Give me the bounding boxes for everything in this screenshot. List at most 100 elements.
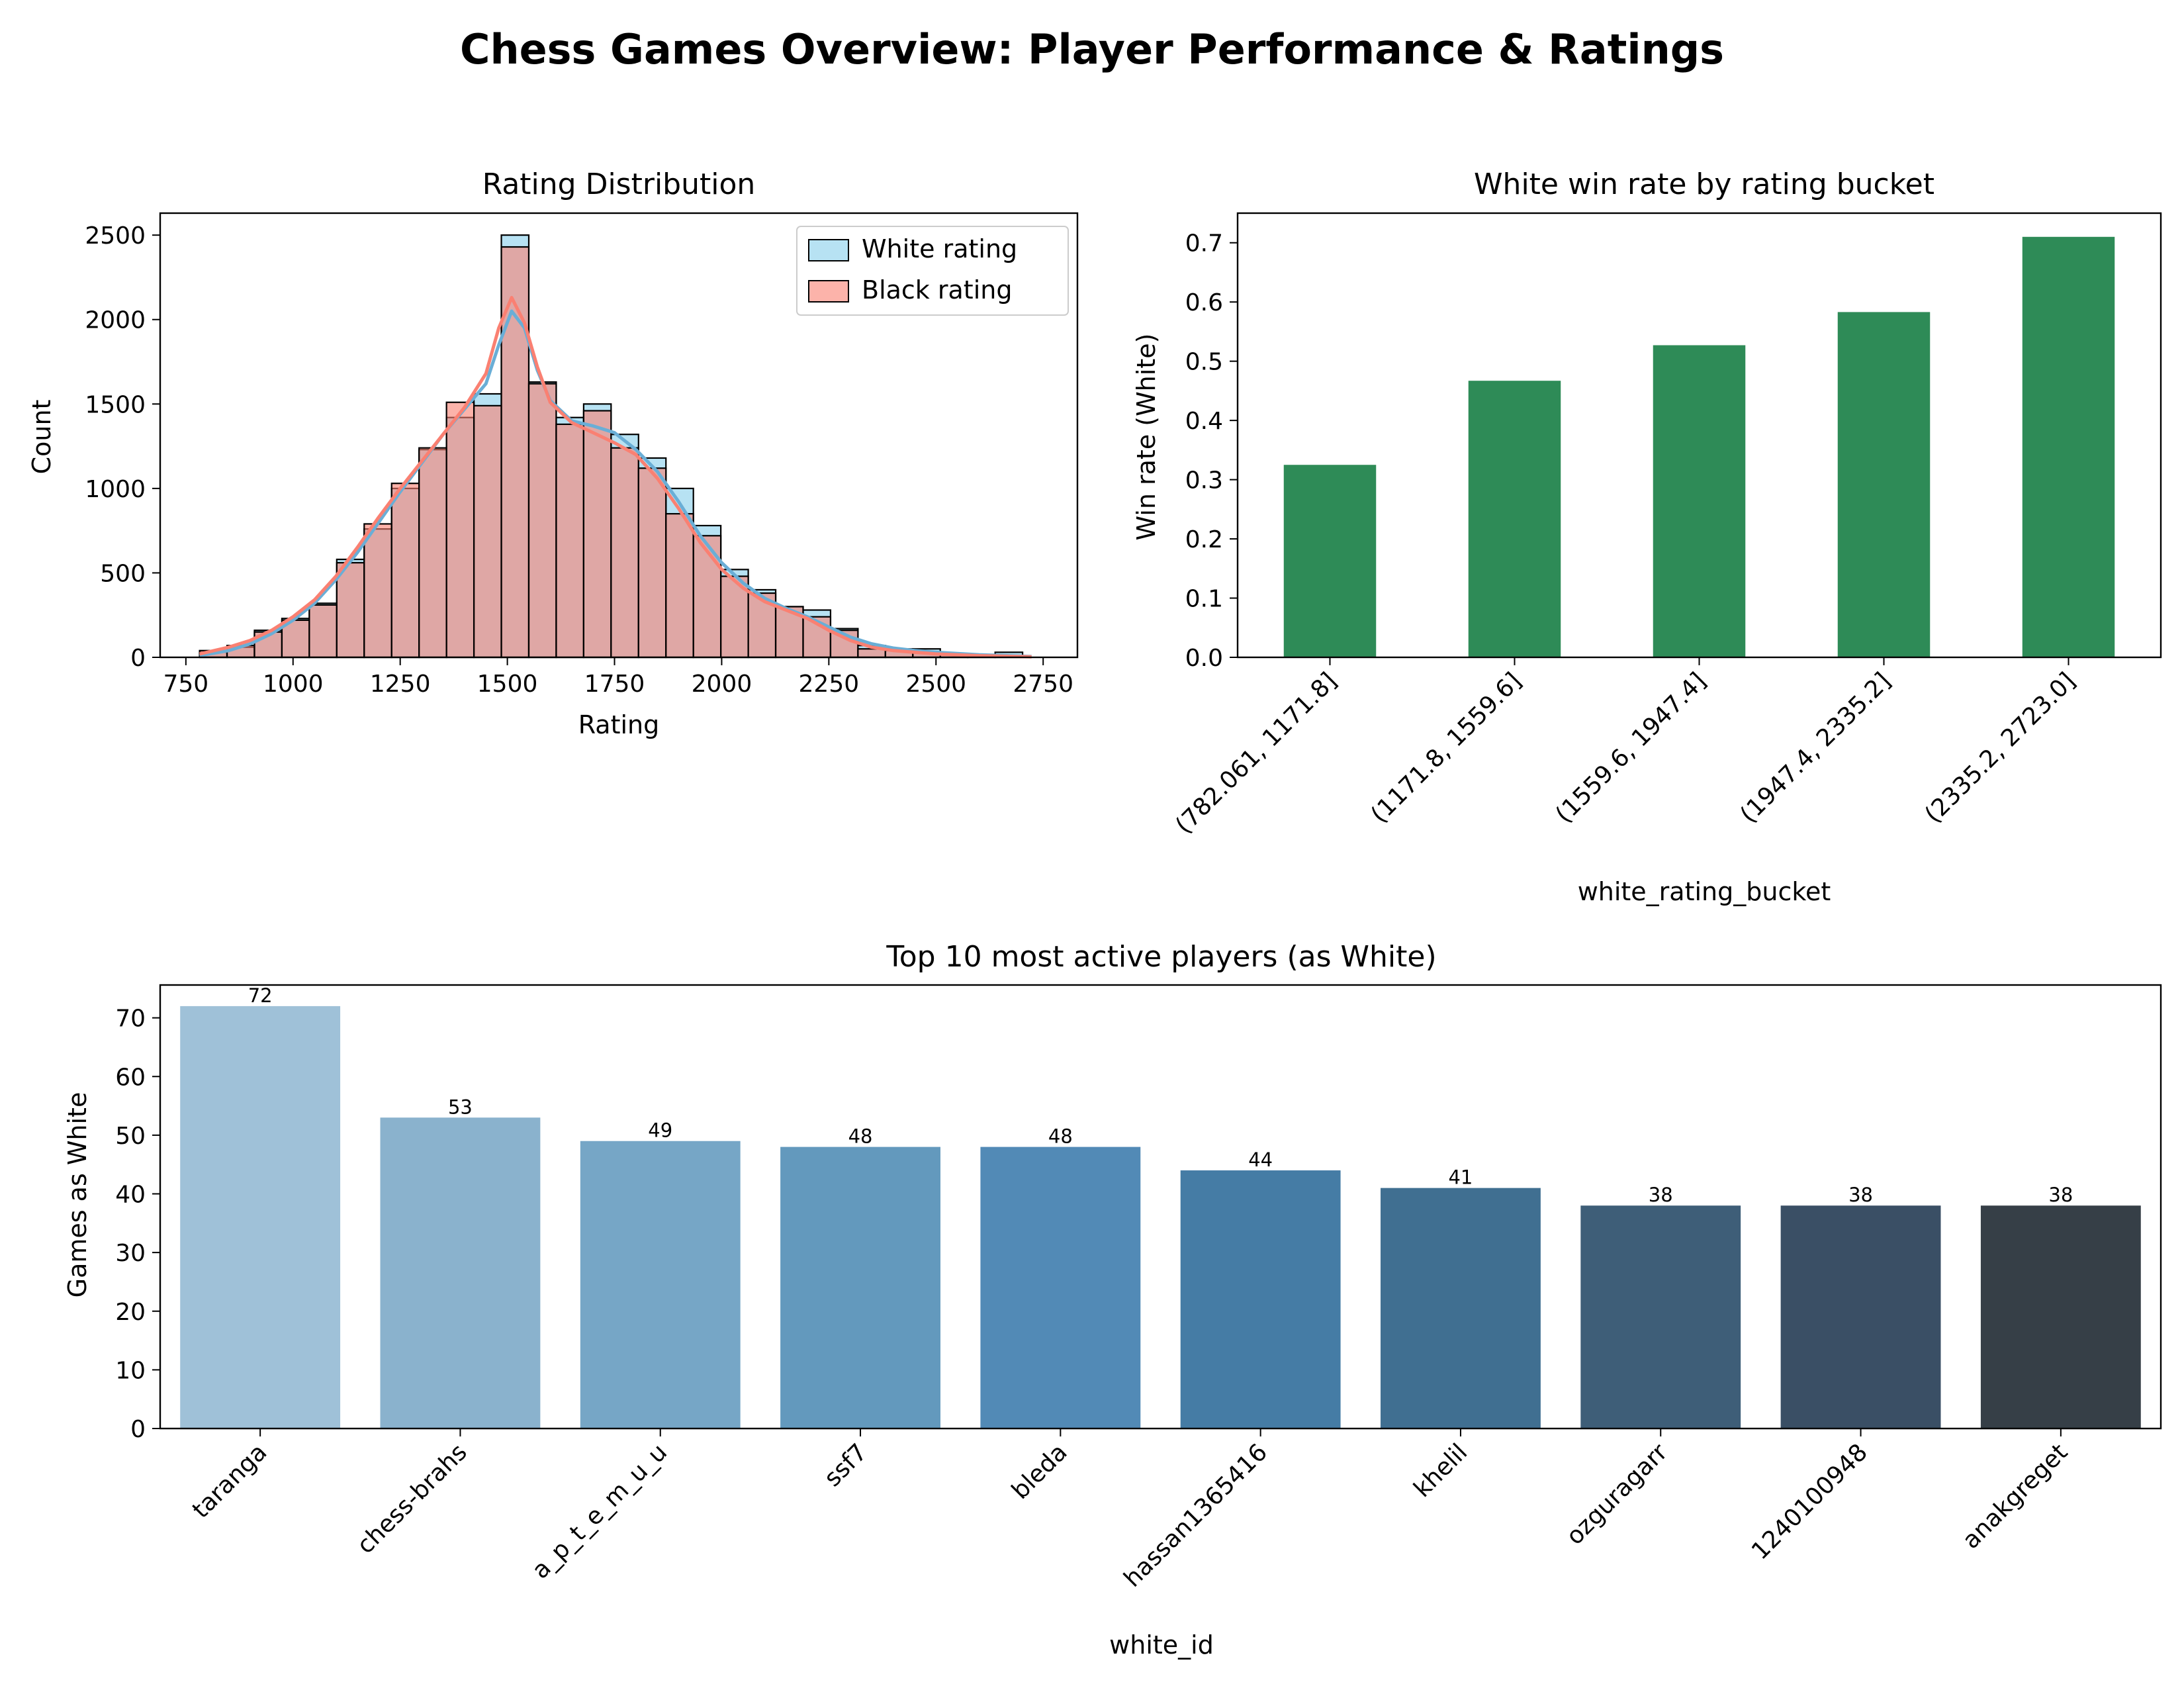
win-rate-bar	[1283, 465, 1377, 657]
x-tick-label: 2500	[905, 671, 966, 698]
x-tick-label: 1250	[370, 671, 431, 698]
win-rate-bar	[2022, 236, 2115, 658]
black-rating-bar	[473, 404, 502, 659]
legend-swatch-black	[808, 280, 849, 303]
rating-bucket-tick-label: (2335.2, 2723.0]	[1920, 667, 2081, 828]
y-tick-label: 1500	[85, 391, 146, 418]
rating-bucket-tick-label: (1171.8, 1559.6]	[1366, 667, 1527, 828]
rating-kde-curves	[199, 296, 1032, 659]
win-rate-bar	[1837, 312, 1931, 658]
top-players-bars	[180, 1006, 2141, 1429]
win-rate-chart: White win rate by rating bucket 0.0 0.1 0.…	[1132, 167, 2162, 906]
x-tick-label: 1000	[263, 671, 324, 698]
player-tick-label: chess-brahs	[352, 1438, 473, 1559]
legend-label-black: Black rating	[862, 275, 1012, 305]
black-rating-bar	[308, 604, 338, 659]
x-tick-label: 2750	[1013, 671, 1073, 698]
y-tick-label: 0.2	[1185, 526, 1223, 553]
player-bar	[980, 1147, 1141, 1429]
rating-x-label: Rating	[578, 710, 660, 739]
rating-plot-frame	[159, 212, 1079, 659]
rating-legend: White rating Black rating	[796, 226, 1069, 316]
y-tick-label: 0.0	[1185, 645, 1223, 672]
player-bar	[1580, 1205, 1741, 1429]
y-tick-label: 0.5	[1185, 349, 1223, 376]
player-bar	[1180, 1170, 1341, 1429]
y-tick-label: 30	[115, 1240, 146, 1267]
y-tick-label: 1000	[85, 476, 146, 503]
rating-bucket-tick-label: (1559.6, 1947.4]	[1551, 667, 1711, 828]
player-tick-label: 1240100948	[1747, 1438, 1873, 1565]
black-rating-kde-line	[199, 296, 1032, 659]
black-rating-bar	[555, 423, 584, 659]
x-tick-label: 2250	[799, 671, 860, 698]
black-rating-bar	[582, 410, 612, 659]
player-bar	[1980, 1205, 2141, 1429]
legend-swatch-white	[808, 239, 849, 261]
player-tick-label: bleda	[1007, 1438, 1073, 1505]
black-rating-bar	[665, 513, 694, 659]
player-bar	[780, 1147, 940, 1429]
win-rate-bar	[1468, 381, 1561, 657]
black-rating-bar	[418, 447, 447, 659]
games-y-label: Games as White	[63, 1092, 92, 1298]
player-value-label: 38	[1649, 1184, 1673, 1206]
black-rating-bar	[336, 562, 365, 659]
player-bar	[180, 1006, 341, 1429]
win-rate-bars	[1283, 236, 2115, 658]
white-id-x-label: white_id	[1109, 1630, 1214, 1660]
player-value-label: 48	[848, 1125, 873, 1148]
y-tick-label: 50	[115, 1123, 146, 1150]
y-tick-label: 0.1	[1185, 586, 1223, 613]
legend-frame	[796, 226, 1069, 316]
player-bar	[580, 1141, 741, 1429]
figure-title: Chess Games Overview: Player Performance…	[460, 25, 1724, 73]
player-value-label: 53	[448, 1096, 473, 1118]
player-value-label: 38	[2048, 1184, 2073, 1206]
top-players-plot-frame	[159, 984, 2162, 1430]
y-tick-label: 0.4	[1185, 408, 1223, 435]
player-value-label: 72	[248, 984, 273, 1007]
player-value-label: 49	[648, 1119, 672, 1142]
rating-bucket-tick-label: (1947.4, 2335.2]	[1735, 667, 1896, 828]
player-value-label: 44	[1248, 1149, 1273, 1171]
player-tick-label: khelil	[1409, 1438, 1473, 1503]
y-tick-label: 40	[115, 1182, 146, 1209]
top-players-value-labels: 72 53 49 48 48 44 41 38 38 38	[248, 984, 2073, 1206]
rating-distribution-title: Rating Distribution	[482, 167, 756, 201]
player-bar	[380, 1117, 541, 1429]
player-bar	[1381, 1188, 1541, 1429]
x-tick-label: 1500	[477, 671, 538, 698]
player-value-label: 41	[1448, 1166, 1473, 1189]
player-tick-label: taranga	[187, 1438, 273, 1524]
count-y-label: Count	[27, 400, 56, 475]
black-rating-bar	[445, 401, 475, 659]
win-rate-y-label: Win rate (White)	[1132, 334, 1161, 541]
y-tick-label: 0.7	[1185, 230, 1223, 258]
black-rating-bar	[610, 447, 639, 659]
black-rating-bar	[637, 467, 667, 659]
player-tick-label: ssf7	[819, 1438, 873, 1492]
y-tick-label: 500	[100, 560, 146, 587]
player-bar	[1780, 1205, 1941, 1429]
rating-bucket-x-label: white_rating_bucket	[1578, 877, 1831, 906]
y-tick-label: 0.6	[1185, 289, 1223, 316]
player-value-label: 38	[1848, 1184, 1873, 1206]
x-tick-label: 1750	[584, 671, 645, 698]
x-tick-label: 750	[163, 671, 209, 698]
win-rate-bar	[1653, 345, 1746, 657]
y-tick-label: 70	[115, 1006, 146, 1033]
y-tick-label: 0	[130, 645, 146, 672]
rating-distribution-chart: Rating Distribution 750 1000 1250 1500 1750 2…	[27, 167, 1079, 739]
black-rating-bar	[363, 523, 392, 659]
black-rating-bar	[390, 483, 420, 659]
top-players-title: Top 10 most active players (as White)	[886, 940, 1436, 974]
y-tick-label: 0.3	[1185, 467, 1223, 494]
top-players-chart: Top 10 most active players (as White) 72…	[63, 940, 2162, 1660]
y-tick-label: 10	[115, 1357, 146, 1384]
player-tick-label: a_p_t_e_m_u_u	[527, 1438, 672, 1584]
player-tick-label: ozguragarr	[1561, 1438, 1673, 1550]
win-rate-title: White win rate by rating bucket	[1474, 167, 1934, 201]
rating-bucket-tick-label: (782.061, 1171.8]	[1170, 667, 1342, 839]
